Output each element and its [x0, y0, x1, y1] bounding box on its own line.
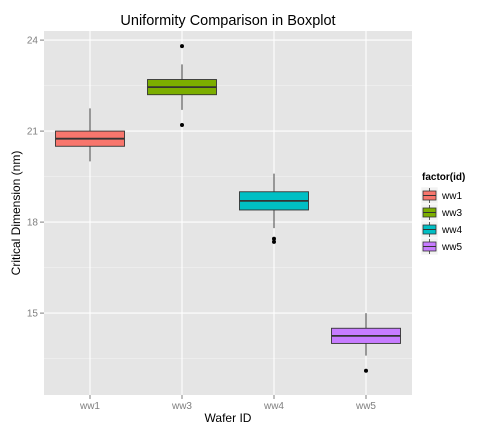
legend-entry-ww5: ww5 [420, 237, 462, 256]
y-tick-label: 15 [27, 309, 39, 320]
legend-label: ww1 [441, 191, 462, 202]
outlier-point [180, 44, 184, 49]
outlier-point [364, 368, 368, 373]
y-tick-label: 24 [27, 36, 39, 47]
x-tick-label: ww5 [355, 401, 376, 412]
y-tick-label: 21 [27, 127, 39, 138]
legend-label: ww5 [441, 242, 462, 253]
x-tick-label: ww3 [171, 401, 192, 412]
box-ww5 [331, 313, 401, 373]
legend-title: factor(id) [422, 172, 465, 183]
legend-label: ww3 [441, 208, 462, 219]
outlier-point [180, 123, 184, 128]
legend-label: ww4 [441, 225, 462, 236]
outlier-point [272, 236, 276, 241]
legend: factor(id) ww1 ww3 ww4 ww5 [420, 172, 465, 256]
legend-entry-ww1: ww1 [420, 186, 462, 205]
box-ww3 [147, 44, 217, 128]
y-tick-label: 18 [27, 218, 39, 229]
x-axis-title: Wafer ID [205, 411, 252, 425]
y-axis-title: Critical Dimension (nm) [9, 151, 23, 276]
x-tick-label: ww1 [79, 401, 100, 412]
outlier-point [272, 239, 276, 244]
x-tick-label: ww4 [263, 401, 284, 412]
chart-title: Uniformity Comparison in Boxplot [120, 13, 335, 29]
box-ww1 [55, 108, 125, 162]
legend-entry-ww4: ww4 [420, 220, 462, 239]
box-ww4 [239, 173, 309, 244]
legend-entry-ww3: ww3 [420, 203, 462, 222]
